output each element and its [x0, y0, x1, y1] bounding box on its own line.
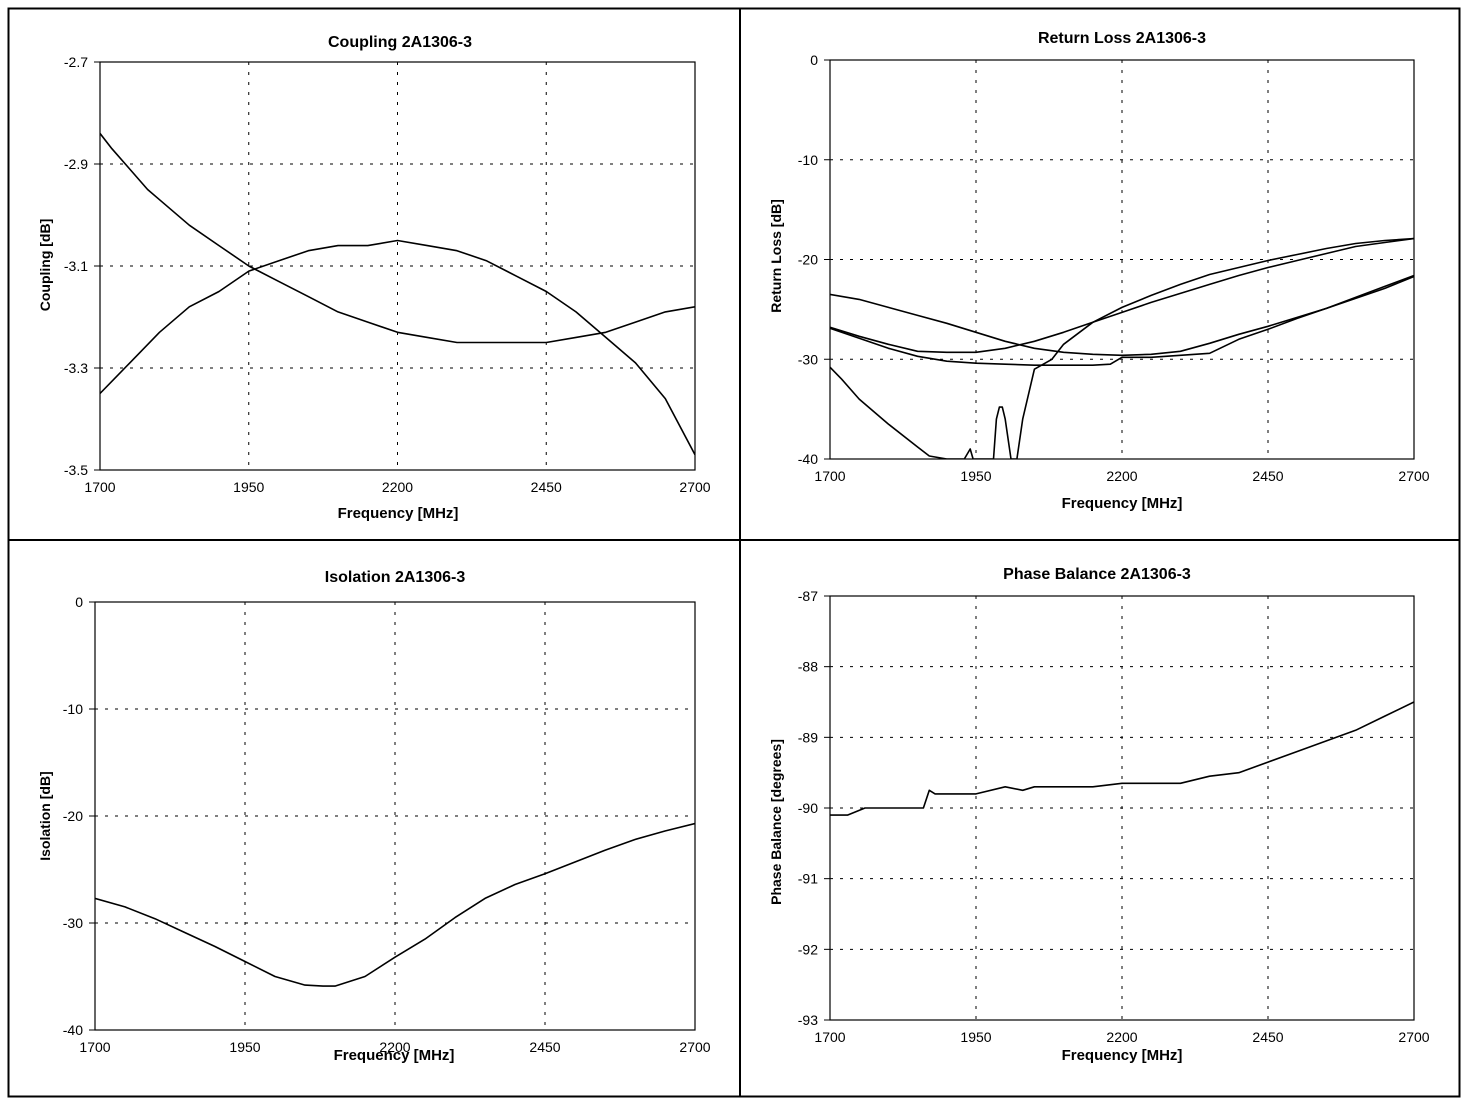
x-tick-label: 2200 [379, 1039, 410, 1055]
y-axis-label: Coupling [dB] [37, 219, 53, 312]
coupling-chart: Coupling 2A1306-3 -2.7 -2.9 -3.1 -3.3 -3.517… [37, 34, 711, 522]
series-line [830, 237, 1414, 354]
y-tick-label: -88 [798, 659, 818, 675]
y-tick-label: -87 [798, 588, 818, 604]
chart-title: Coupling 2A1306-3 [328, 34, 472, 51]
x-tick-label: 2450 [1252, 1029, 1283, 1045]
series-line [100, 239, 695, 456]
y-tick-label: -91 [798, 871, 818, 887]
y-tick-label: -20 [63, 808, 83, 824]
series-line [830, 274, 1414, 367]
y-tick-label: -2.9 [64, 156, 88, 172]
x-tick-label: 1950 [960, 1029, 991, 1045]
x-tick-label: 1700 [814, 468, 845, 484]
series-line [830, 237, 1414, 459]
y-axis-label: Isolation [dB] [37, 771, 53, 860]
chart-title: Isolation 2A1306-3 [325, 569, 466, 586]
phase-balance-chart: Phase Balance 2A1306-3 -87 -88 -89 -90 -91 -9… [768, 566, 1430, 1064]
x-tick-label: 1700 [79, 1039, 110, 1055]
x-tick-label: 1950 [960, 468, 991, 484]
x-tick-label: 2450 [1252, 468, 1283, 484]
y-tick-label: -3.1 [64, 258, 88, 274]
y-tick-label: 0 [75, 594, 83, 610]
x-axis-label: Frequency [MHz] [334, 1047, 455, 1064]
y-axis-label: Return Loss [dB] [768, 199, 784, 313]
series-line [100, 132, 695, 344]
series-line [830, 275, 1414, 357]
x-tick-label: 2700 [679, 479, 710, 495]
x-tick-label: 1700 [814, 1029, 845, 1045]
x-tick-label: 2700 [679, 1039, 710, 1055]
x-axis-label: Frequency [MHz] [1062, 495, 1183, 512]
x-tick-label: 2700 [1398, 468, 1429, 484]
x-tick-label: 2450 [529, 1039, 560, 1055]
x-tick-label: 1950 [229, 1039, 260, 1055]
chart-title: Phase Balance 2A1306-3 [1003, 566, 1191, 583]
y-tick-label: -89 [798, 729, 818, 745]
y-tick-label: -20 [798, 252, 818, 268]
y-tick-label: -93 [798, 1012, 818, 1028]
x-tick-label: 2450 [531, 479, 562, 495]
x-tick-label: 2200 [1106, 1029, 1137, 1045]
x-axis-label: Frequency [MHz] [1062, 1047, 1183, 1064]
series-line [95, 822, 695, 987]
y-tick-label: -10 [63, 701, 83, 717]
series-line [830, 701, 1414, 816]
y-tick-label: -10 [798, 152, 818, 168]
y-tick-label: -2.7 [64, 54, 88, 70]
y-tick-label: 0 [810, 52, 818, 68]
y-tick-label: -40 [63, 1022, 83, 1038]
x-axis-label: Frequency [MHz] [338, 505, 459, 522]
y-tick-label: -40 [798, 451, 818, 467]
y-tick-label: -90 [798, 800, 818, 816]
y-axis-label: Phase Balance [degrees] [768, 739, 784, 905]
y-tick-label: -3.5 [64, 462, 88, 478]
y-tick-label: -92 [798, 941, 818, 957]
x-tick-label: 2700 [1398, 1029, 1429, 1045]
y-tick-label: -3.3 [64, 360, 88, 376]
y-tick-label: -30 [63, 915, 83, 931]
x-tick-label: 1950 [233, 479, 264, 495]
x-tick-label: 2200 [382, 479, 413, 495]
x-tick-label: 1700 [84, 479, 115, 495]
x-tick-label: 2200 [1106, 468, 1137, 484]
chart-title: Return Loss 2A1306-3 [1038, 30, 1206, 47]
y-tick-label: -30 [798, 351, 818, 367]
outer-border [7, 7, 1461, 1098]
